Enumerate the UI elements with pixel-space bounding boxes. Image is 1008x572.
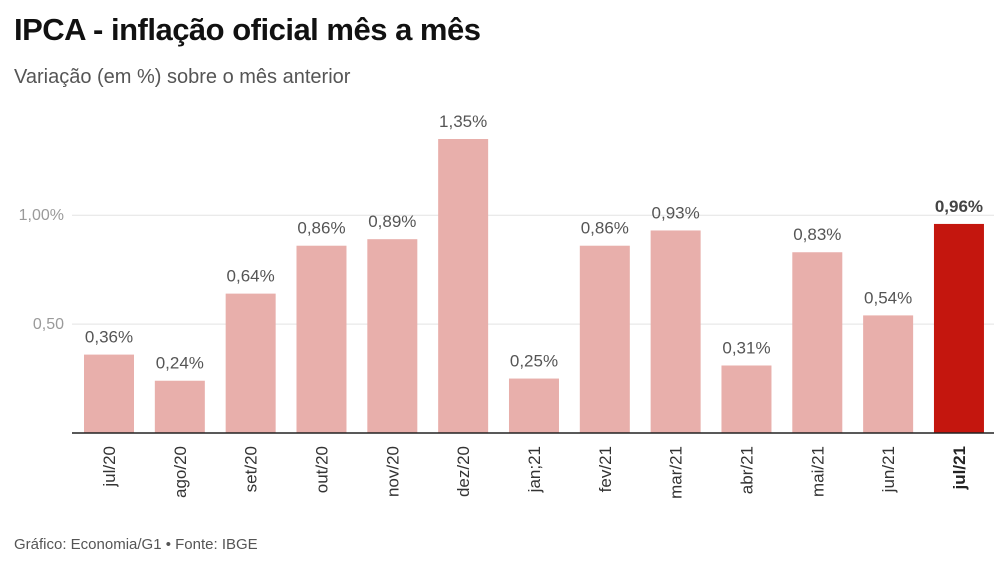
bar-dez-20 <box>438 139 489 433</box>
bar-out-20 <box>296 245 347 433</box>
grid-lines: 0,50 1,00% <box>19 207 994 333</box>
y-tick-label: 0,50 <box>33 316 64 333</box>
bar-ago-20 <box>154 380 205 433</box>
value-label: 0,25% <box>510 352 558 371</box>
x-axis-labels: jul/20 ago/20 set/20 out/20 nov/20 dez/20 jan;… <box>100 446 969 499</box>
bar-fev-21 <box>579 245 630 433</box>
value-labels: 0,36% 0,24% 0,64% 0,86% 0,89% 1,35% 0,25% 0,86%… <box>85 112 983 373</box>
bar-set-20 <box>225 293 276 433</box>
x-tick-label: jul/20 <box>100 446 119 488</box>
bar-nov-20 <box>367 239 418 433</box>
x-tick-label: set/20 <box>242 446 261 492</box>
bar-abr-21 <box>721 365 772 433</box>
x-tick-label: ago/20 <box>171 446 190 498</box>
bar-jul-21 <box>933 223 984 433</box>
value-label: 0,64% <box>227 267 275 286</box>
y-tick-label: 1,00% <box>19 207 64 224</box>
value-label: 0,36% <box>85 328 133 347</box>
value-label: 1,35% <box>439 112 487 131</box>
value-label: 0,86% <box>581 219 629 238</box>
value-label: 0,93% <box>652 203 700 222</box>
x-tick-label: dez/20 <box>454 446 473 497</box>
value-label: 0,54% <box>864 288 912 307</box>
x-tick-label: fev/21 <box>596 446 615 492</box>
value-label: 0,83% <box>793 225 841 244</box>
x-tick-label: jul/21 <box>950 446 969 490</box>
chart-title: IPCA - inflação oficial mês a mês <box>14 12 481 47</box>
x-tick-label: jan;21 <box>525 446 544 493</box>
value-label: 0,24% <box>156 354 204 373</box>
bar-jan-21 <box>508 378 559 433</box>
value-label: 0,89% <box>368 212 416 231</box>
bars <box>84 139 984 433</box>
x-tick-label: jun/21 <box>879 446 898 493</box>
value-label: 0,96% <box>935 197 983 216</box>
x-tick-label: mai/21 <box>808 446 827 497</box>
chart-subtitle: Variação (em %) sobre o mês anterior <box>14 66 351 88</box>
x-tick-label: mar/21 <box>667 446 686 499</box>
source-credit: Gráfico: Economia/G1 • Fonte: IBGE <box>14 536 258 553</box>
x-tick-label: nov/20 <box>383 446 402 497</box>
bar-mai-21 <box>792 252 843 433</box>
bar-chart: 0,50 1,00% 0,36% 0,24% 0,64% 0,86% 0,89% 1,35%… <box>19 112 994 499</box>
value-label: 0,31% <box>722 338 770 357</box>
bar-jul-20 <box>84 354 134 433</box>
bar-mar-21 <box>650 230 701 433</box>
x-tick-label: out/20 <box>312 446 331 493</box>
bar-jun-21 <box>863 315 914 433</box>
value-label: 0,86% <box>297 219 345 238</box>
x-tick-label: abr/21 <box>737 446 756 494</box>
